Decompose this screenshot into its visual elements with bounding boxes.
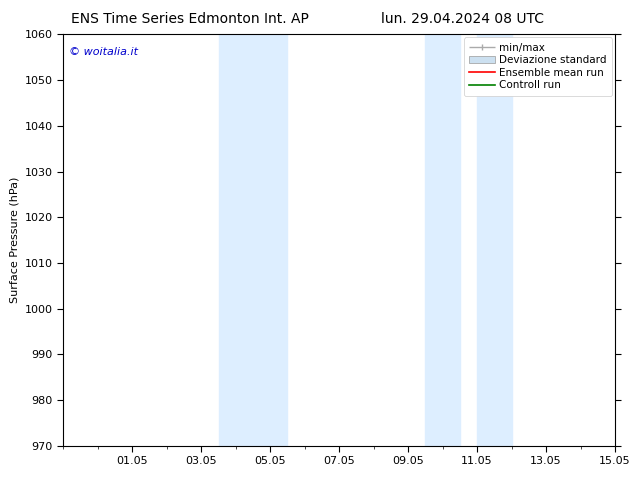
Text: lun. 29.04.2024 08 UTC: lun. 29.04.2024 08 UTC <box>381 12 545 26</box>
Bar <box>425 34 460 446</box>
Bar <box>219 34 253 446</box>
Y-axis label: Surface Pressure (hPa): Surface Pressure (hPa) <box>10 177 19 303</box>
Text: ENS Time Series Edmonton Int. AP: ENS Time Series Edmonton Int. AP <box>71 12 309 26</box>
Bar <box>253 34 287 446</box>
Text: © woitalia.it: © woitalia.it <box>69 47 138 57</box>
Legend: min/max, Deviazione standard, Ensemble mean run, Controll run: min/max, Deviazione standard, Ensemble m… <box>463 37 612 96</box>
Bar <box>477 34 512 446</box>
